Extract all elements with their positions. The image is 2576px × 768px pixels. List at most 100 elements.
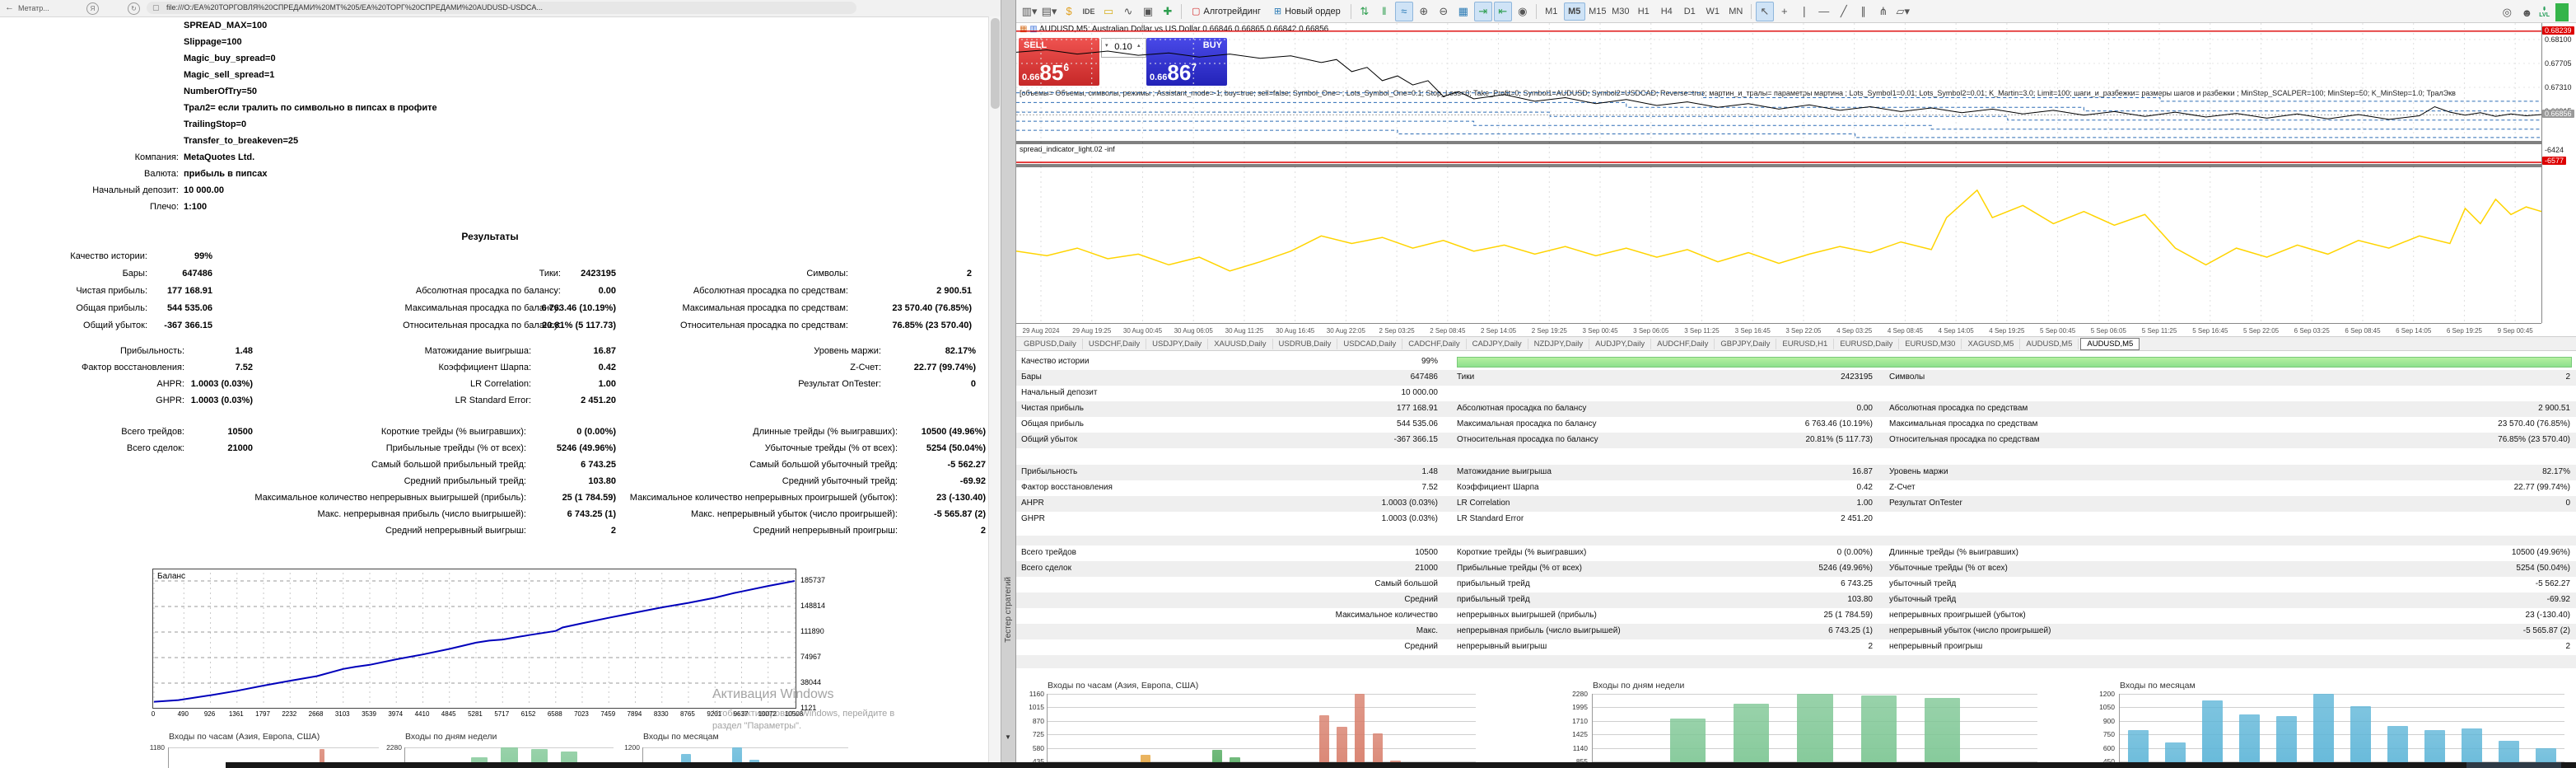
horizontal-line-icon[interactable]: ― <box>1818 5 1830 17</box>
lvl-icon[interactable]: ⇞ LVL <box>2539 7 2550 18</box>
screenshot-icon[interactable]: ◉ <box>1518 4 1528 17</box>
volume-up-icon[interactable]: ▴ <box>1137 43 1141 49</box>
chart-tab[interactable]: EURUSD,H1 <box>1776 338 1835 349</box>
windows-taskbar[interactable] <box>226 762 2576 768</box>
volume-down-icon[interactable]: ▾ <box>1105 43 1108 49</box>
chart-tab[interactable]: XAGUSD,M5 <box>1962 338 2021 349</box>
tester-panel-label[interactable]: Тестер стратегий <box>1004 577 1013 643</box>
chart-profiles-icon[interactable]: ▤▾ <box>1041 4 1057 17</box>
browser-toolbar: ← Метатр... Я ↻ ▢ file:///O:/ЕА%20ТОРГОВ… <box>0 0 1001 17</box>
search-icon[interactable]: ◎ <box>2502 6 2512 18</box>
chart-tab[interactable]: CADCHF,Daily <box>1402 338 1467 349</box>
report-label: непрерывных выигрышей (прибыль) <box>1457 611 1597 620</box>
folder-icon[interactable]: ▭ <box>1103 4 1114 17</box>
metaeditor-icon[interactable]: IDE <box>1082 7 1095 16</box>
collapse-icon[interactable]: ▼ <box>1005 733 1011 741</box>
report-label: Тики <box>1457 372 1475 382</box>
channel-icon[interactable]: ∥ <box>1860 4 1867 17</box>
time-axis-label: 2 Sep 19:25 <box>1531 327 1567 335</box>
algo-trading-button[interactable]: ▢ Алготрейдинг <box>1192 6 1261 17</box>
timeframe-mn[interactable]: MN <box>1729 6 1743 16</box>
calendar-icon[interactable]: ✚ <box>1163 4 1173 17</box>
chart-tab[interactable]: USDRUB,Daily <box>1273 338 1338 349</box>
market-icon[interactable]: $ <box>1066 5 1072 17</box>
timeframe-h4[interactable]: H4 <box>1660 6 1673 16</box>
gridline <box>2120 734 2564 736</box>
chart-tab[interactable]: GBPUSD,Daily <box>1018 338 1083 349</box>
charts-icon[interactable]: ▥▾ <box>1021 4 1038 17</box>
taskbar-active-app[interactable] <box>2466 762 2561 768</box>
balance-x-tick: 7023 <box>574 710 589 718</box>
volume-value[interactable]: 0.10 <box>1114 42 1132 52</box>
chart-tab[interactable]: NZDJPY,Daily <box>1528 338 1590 349</box>
chart-tab[interactable]: AUDCHF,Daily <box>1651 338 1715 349</box>
chart-tab[interactable]: USDJPY,Daily <box>1146 338 1209 349</box>
result-label: Качество истории: <box>70 251 147 261</box>
pitchfork-icon[interactable]: ⋔ <box>1878 4 1888 17</box>
back-icon[interactable]: ← <box>5 2 14 12</box>
timeframe-d1[interactable]: D1 <box>1683 6 1696 16</box>
indicator-window-icon[interactable]: ≈ <box>1394 1 1413 21</box>
community-icon[interactable]: ☻ <box>2521 6 2533 19</box>
timeframe-h1[interactable]: H1 <box>1637 6 1650 16</box>
browser-profile-icon[interactable]: Я <box>86 2 99 15</box>
timeframe-m5[interactable]: M5 <box>1563 2 1585 21</box>
trendline-icon[interactable]: ╱ <box>1840 4 1847 17</box>
browser-scrollbar[interactable] <box>988 16 1001 762</box>
cursor-icon[interactable]: ↖ <box>1755 1 1774 21</box>
chart-tab[interactable]: CADJPY,Daily <box>1467 338 1528 349</box>
info-value: 1:100 <box>184 202 208 212</box>
chart-tab[interactable]: USDCAD,Daily <box>1337 338 1403 349</box>
buy-button[interactable]: BUY 0.66867 <box>1146 38 1227 86</box>
report-value: 1.00 <box>1856 499 1873 508</box>
tester-panel-strip: ▼ Тестер стратегий <box>1001 0 1016 768</box>
result-value: 25 (1 784.59) <box>562 493 616 503</box>
price-axis-label: 0.68100 <box>2545 35 2572 44</box>
timeframe-m30[interactable]: M30 <box>1612 6 1630 16</box>
shapes-icon[interactable]: ▱▾ <box>1896 4 1911 17</box>
chart-tab[interactable]: GBPJPY,Daily <box>1715 338 1777 349</box>
address-bar[interactable]: ▢ file:///O:/ЕА%20ТОРГОВЛЯ%20СПРЕДАМИ%20… <box>147 2 856 14</box>
report-value: 2 <box>2565 642 2570 651</box>
tile-windows-icon[interactable]: ▦ <box>1458 4 1468 17</box>
histogram-axis <box>404 747 405 768</box>
chart-tab[interactable]: EURUSD,M30 <box>1899 338 1962 349</box>
report-value: 177 168.91 <box>1396 404 1438 413</box>
chart-tab[interactable]: EURUSD,Daily <box>1834 338 1900 349</box>
vps-icon[interactable]: ▣ <box>1142 4 1154 17</box>
chart-tab[interactable]: USDCHF,Daily <box>1083 338 1147 349</box>
scrollbar-thumb[interactable] <box>991 18 1000 109</box>
volumes-icon[interactable]: ‖ <box>1382 5 1387 17</box>
timeframe-w1[interactable]: W1 <box>1706 6 1720 16</box>
report-label: непрерывный проигрыш <box>1889 642 1983 651</box>
chart-layers-svg <box>1016 23 2541 323</box>
zoom-out-icon[interactable]: ⊖ <box>1439 4 1449 17</box>
chart-tab[interactable]: AUDUSD,M5 <box>2020 338 2079 349</box>
dock-right-icon[interactable]: ⇥ <box>1473 1 1492 21</box>
chart-tab[interactable]: XAUUSD,Daily <box>1208 338 1273 349</box>
trade-levels-icon[interactable]: ⇅ <box>1360 4 1370 17</box>
reload-icon[interactable]: ↻ <box>128 2 140 15</box>
timeframe-m1[interactable]: M1 <box>1545 6 1558 16</box>
timeframe-m15[interactable]: M15 <box>1589 6 1607 16</box>
browser-tab-title[interactable]: Метатр... <box>18 4 49 12</box>
price-axis-label: 0.67310 <box>2545 83 2572 91</box>
histogram-bar <box>319 749 324 768</box>
result-label: Общая прибыль: <box>76 303 147 313</box>
new-order-button[interactable]: ⊞ Новый ордер <box>1273 6 1341 17</box>
result-value: 2 <box>980 526 986 536</box>
chart-tab[interactable]: AUDUSD,M5 <box>2080 337 2140 350</box>
vertical-line-icon[interactable]: ❘ <box>1799 4 1809 17</box>
result-value: 99% <box>194 251 212 261</box>
param-line: SPREAD_MAX=100 <box>184 21 268 30</box>
one-click-panel-icon[interactable]: ▥ <box>1029 25 1038 34</box>
report-row: Качество истории 99% <box>1016 354 2576 370</box>
volume-stepper[interactable]: ▾ 0.10 ▴ <box>1101 38 1146 58</box>
dock-left-icon[interactable]: ⇤ <box>1493 1 1512 21</box>
signals-icon[interactable]: ∿ <box>1123 4 1133 17</box>
chart-tab[interactable]: AUDJPY,Daily <box>1589 338 1652 349</box>
balance-x-tick: 2668 <box>308 710 324 718</box>
crosshair-icon[interactable]: + <box>1780 5 1788 17</box>
gridline <box>169 747 379 748</box>
zoom-in-icon[interactable]: ⊕ <box>1419 4 1429 17</box>
